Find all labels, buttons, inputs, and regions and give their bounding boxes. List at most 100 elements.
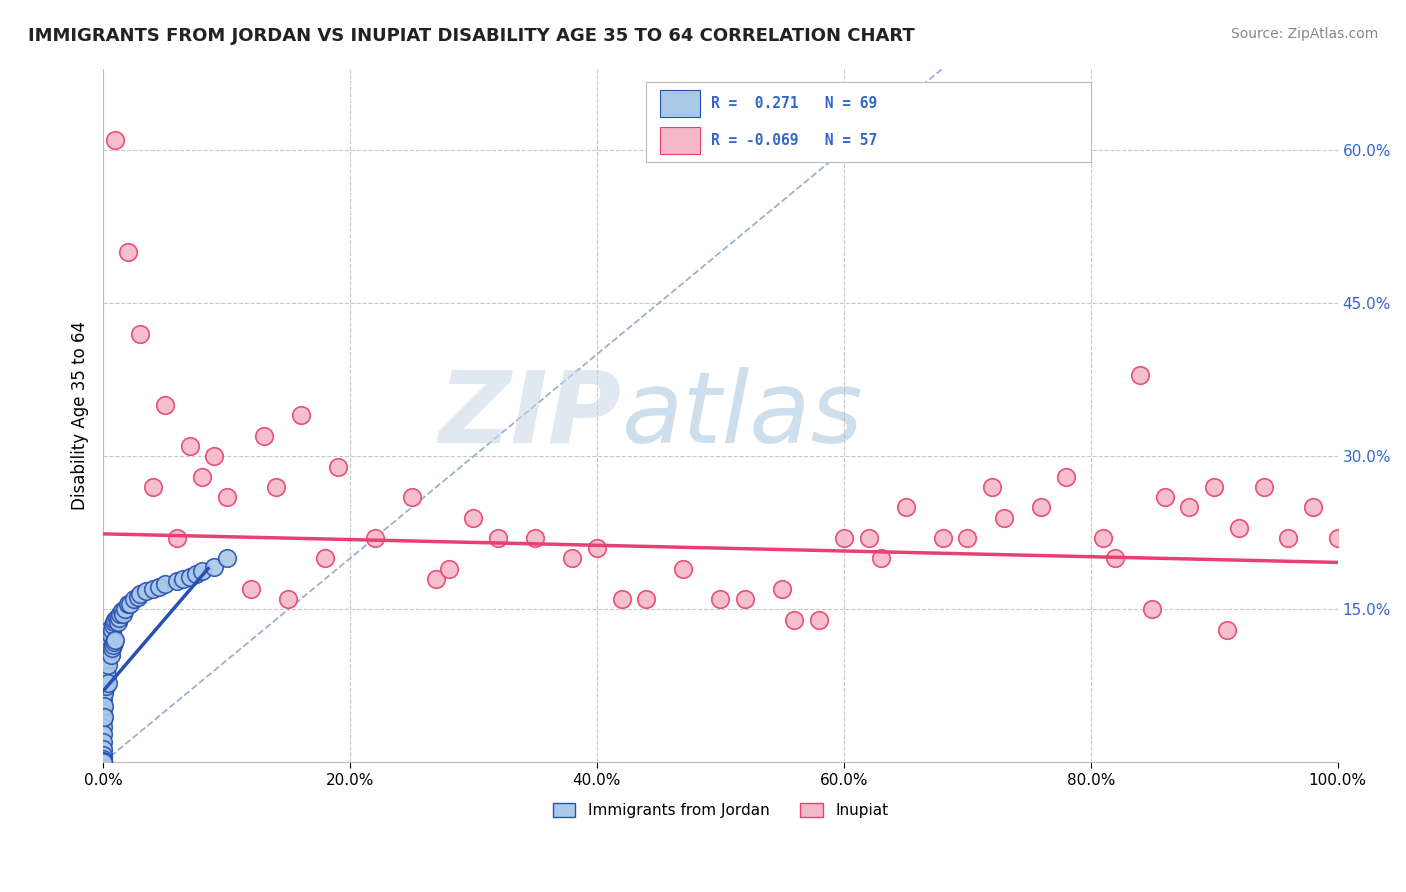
Point [100, 623, 122, 637]
Point [117, 245, 139, 260]
Point [93, 709, 115, 723]
Point [202, 450, 225, 464]
Point [894, 500, 917, 515]
Point [91, 686, 114, 700]
Point [153, 398, 176, 412]
Point [215, 551, 238, 566]
Point [96, 632, 118, 647]
Point [1302, 500, 1324, 515]
Point [1153, 490, 1175, 504]
Point [114, 602, 136, 616]
Point [672, 561, 695, 575]
Point [98, 623, 121, 637]
Legend: Immigrants from Jordan, Inupiat: Immigrants from Jordan, Inupiat [547, 797, 894, 824]
Point [153, 577, 176, 591]
Point [94, 679, 117, 693]
Point [91, 706, 114, 721]
Point [97, 658, 120, 673]
Point [141, 582, 163, 596]
Point [91, 752, 114, 766]
Point [1054, 469, 1077, 483]
Point [783, 613, 806, 627]
Point [1178, 500, 1201, 515]
Point [101, 617, 124, 632]
Point [215, 490, 238, 504]
Point [931, 531, 953, 545]
Point [91, 748, 114, 763]
Point [91, 638, 114, 652]
Point [191, 564, 214, 578]
Point [956, 531, 979, 545]
Point [91, 653, 114, 667]
Point [277, 592, 299, 607]
Point [104, 133, 127, 147]
Point [91, 664, 114, 678]
Point [993, 510, 1015, 524]
Point [1227, 521, 1250, 535]
Point [93, 686, 115, 700]
Point [364, 531, 387, 545]
Point [808, 613, 831, 627]
Point [100, 641, 122, 656]
Point [401, 490, 423, 504]
Point [94, 664, 117, 678]
Point [172, 572, 194, 586]
Point [96, 669, 118, 683]
Point [179, 439, 201, 453]
Point [107, 615, 129, 629]
Point [166, 531, 188, 545]
Point [94, 643, 117, 657]
Point [1129, 368, 1152, 382]
Point [104, 632, 127, 647]
Point [770, 582, 793, 596]
Point [586, 541, 609, 556]
Point [93, 673, 115, 688]
Point [117, 597, 139, 611]
Point [1204, 480, 1226, 494]
Point [184, 566, 207, 581]
Point [91, 756, 114, 770]
Point [179, 570, 201, 584]
Point [141, 480, 163, 494]
Point [91, 672, 114, 686]
Point [122, 592, 145, 607]
Point [91, 679, 114, 693]
Point [97, 676, 120, 690]
Text: atlas: atlas [621, 367, 863, 464]
Point [120, 597, 142, 611]
Point [858, 531, 880, 545]
Point [1104, 551, 1126, 566]
Point [1031, 500, 1053, 515]
Point [326, 459, 349, 474]
Point [104, 613, 127, 627]
Point [93, 658, 115, 673]
Point [91, 742, 114, 756]
Point [1253, 480, 1275, 494]
Point [105, 610, 128, 624]
Point [1277, 531, 1299, 545]
Y-axis label: Disability Age 35 to 64: Disability Age 35 to 64 [72, 321, 89, 510]
Point [91, 735, 114, 749]
Point [437, 561, 460, 575]
Point [129, 587, 152, 601]
Point [166, 574, 188, 588]
Point [202, 559, 225, 574]
Point [870, 551, 893, 566]
Point [111, 604, 134, 618]
Point [148, 580, 170, 594]
Point [264, 480, 287, 494]
Point [524, 531, 547, 545]
Point [91, 692, 114, 706]
Point [100, 628, 122, 642]
Point [97, 638, 120, 652]
Point [240, 582, 263, 596]
Point [561, 551, 583, 566]
Point [93, 699, 115, 714]
Point [252, 429, 274, 443]
Point [191, 469, 214, 483]
Point [425, 572, 447, 586]
Point [91, 727, 114, 741]
Text: ZIP: ZIP [439, 367, 621, 464]
Point [709, 592, 731, 607]
Point [91, 755, 114, 769]
